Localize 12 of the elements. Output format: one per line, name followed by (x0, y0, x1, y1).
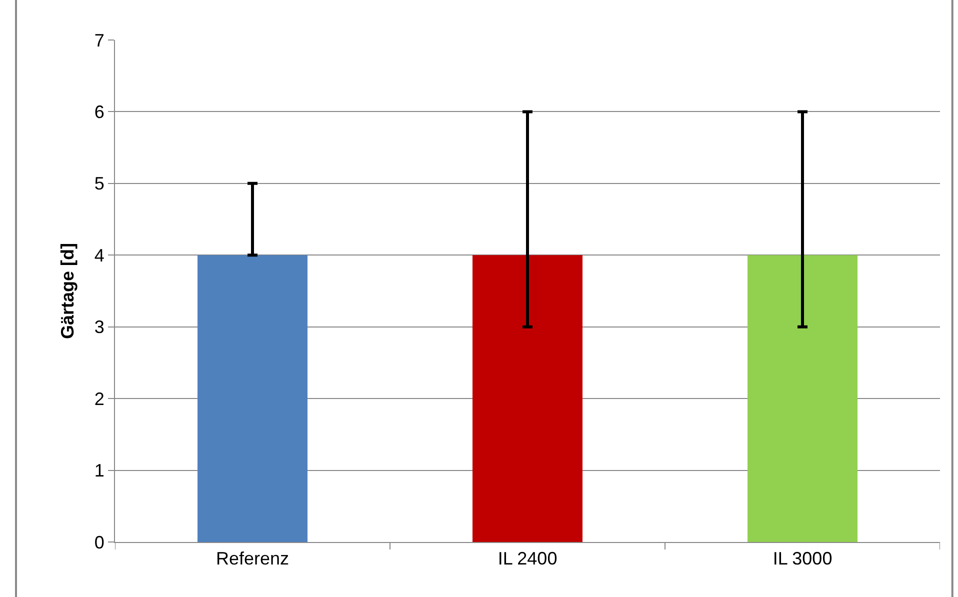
y-tick-label: 4 (94, 245, 104, 266)
y-tick-label: 0 (94, 532, 104, 552)
y-tick-label: 7 (94, 30, 104, 50)
y-axis-title: Gärtage [d] (58, 242, 78, 340)
y-tick-label: 3 (94, 317, 104, 338)
y-tick-label: 2 (94, 388, 104, 409)
x-tick-label: IL 2400 (498, 548, 558, 569)
y-tick-label: 5 (94, 174, 104, 194)
y-tick-label: 1 (94, 460, 104, 481)
x-tick-label: Referenz (216, 548, 290, 569)
x-tick-label: IL 3000 (772, 548, 832, 569)
y-tick-label: 6 (94, 102, 104, 122)
